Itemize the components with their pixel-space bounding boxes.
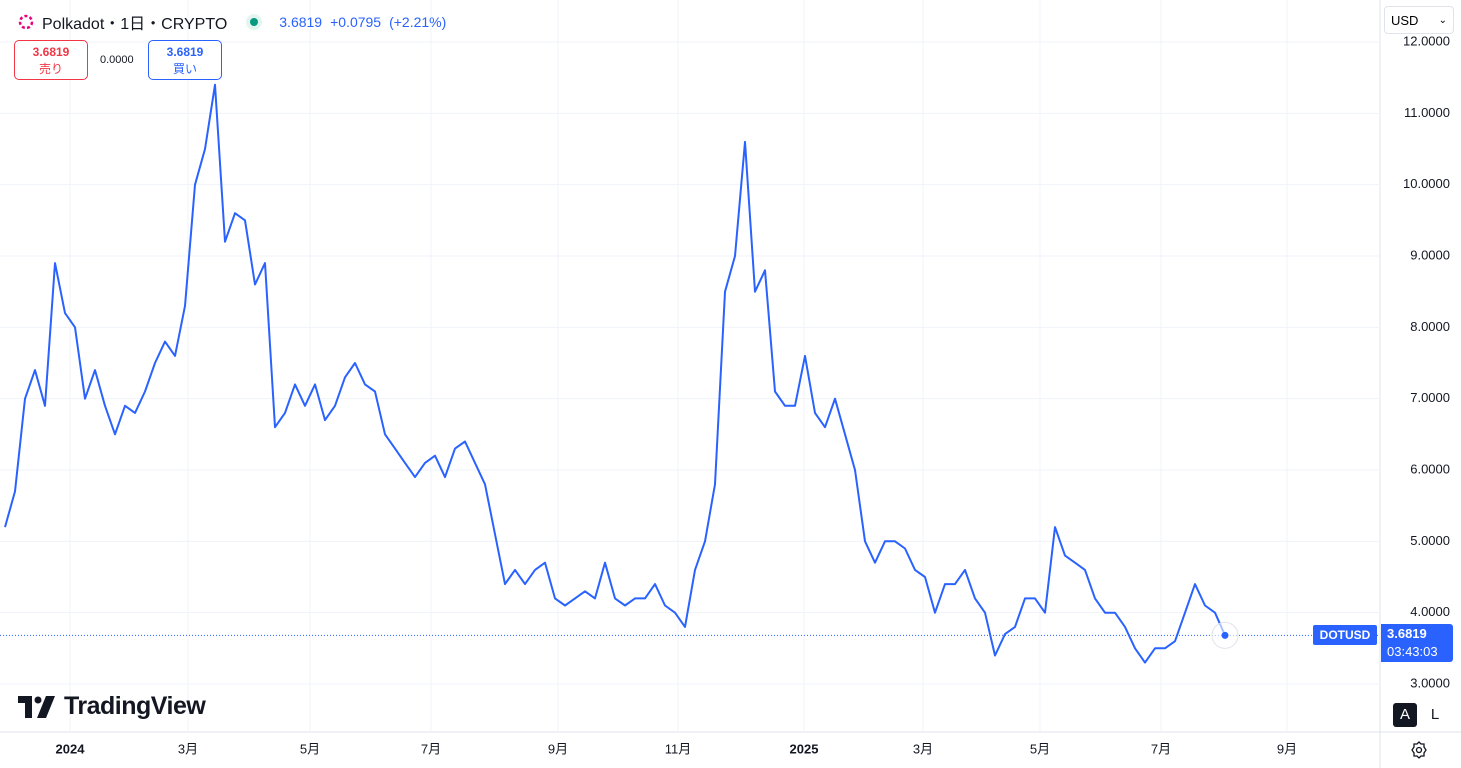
logo-text: TradingView	[64, 692, 206, 720]
x-tick-label: 3月	[178, 741, 198, 756]
price-tag-value: 3.6819	[1387, 626, 1427, 641]
last-point	[1221, 631, 1229, 639]
log-scale-button[interactable]: L	[1430, 706, 1440, 723]
x-tick-label: 2024	[56, 741, 86, 756]
settings-icon[interactable]	[1409, 740, 1429, 760]
y-tick-label: 4.0000	[1410, 604, 1450, 619]
x-tick-label: 2025	[790, 741, 819, 756]
y-tick-label: 10.0000	[1403, 176, 1450, 191]
buy-button[interactable]: 3.6819 買い	[148, 40, 222, 80]
sell-button[interactable]: 3.6819 売り	[14, 40, 88, 80]
price-change-percent: (+2.21%)	[389, 14, 447, 30]
ticker-tag: DOTUSD	[1313, 625, 1377, 645]
x-tick-label: 5月	[300, 741, 320, 756]
logo-icon	[18, 695, 55, 718]
price-change: +0.0795	[330, 14, 382, 30]
y-tick-label: 7.0000	[1410, 390, 1450, 405]
x-tick-label: 11月	[665, 741, 692, 756]
price-tag: 3.6819 03:43:03	[1381, 624, 1453, 662]
axes: 3.0000 4.0000 5.0000 6.0000 7.0000 8.0000 9.00…	[56, 33, 1450, 756]
x-tick-label: 7月	[1151, 741, 1171, 756]
y-tick-label: 12.0000	[1403, 33, 1450, 48]
symbol-header: Polkadot・1日・CRYPTO 3.6819 +0.0795 (+2.21…	[18, 10, 446, 34]
symbol-icon	[18, 14, 34, 30]
y-tick-label: 3.0000	[1410, 675, 1450, 690]
currency: USD	[1391, 13, 1419, 28]
y-tick-label: 6.0000	[1410, 461, 1450, 476]
sell-label: 売り	[38, 62, 63, 76]
x-tick-label: 7月	[421, 741, 441, 756]
symbol-title: Polkadot・1日・CRYPTO	[42, 16, 228, 33]
buy-label: 買い	[172, 62, 197, 76]
y-tick-label: 8.0000	[1410, 319, 1450, 334]
x-tick-label: 3月	[913, 741, 933, 756]
y-tick-label: 11.0000	[1404, 105, 1450, 120]
price-line	[4, 83, 1226, 664]
buy-price: 3.6819	[166, 45, 204, 59]
logo: TradingView	[18, 692, 206, 721]
auto-scale-button[interactable]: A	[1393, 703, 1417, 727]
market-status[interactable]	[245, 13, 263, 31]
spread: 0.0000	[100, 54, 134, 66]
grid	[0, 0, 1380, 732]
x-tick-label: 9月	[548, 741, 568, 756]
currency-select[interactable]: USD ⌄	[1384, 6, 1454, 34]
last-price: 3.6819	[279, 14, 323, 30]
y-tick-label: 5.0000	[1410, 533, 1450, 548]
x-tick-label: 5月	[1030, 741, 1050, 756]
sell-price: 3.6819	[32, 45, 70, 59]
y-tick-label: 9.0000	[1410, 247, 1450, 262]
countdown: 03:43:03	[1387, 644, 1438, 659]
plot	[0, 83, 1380, 664]
x-tick-label: 9月	[1277, 741, 1297, 756]
